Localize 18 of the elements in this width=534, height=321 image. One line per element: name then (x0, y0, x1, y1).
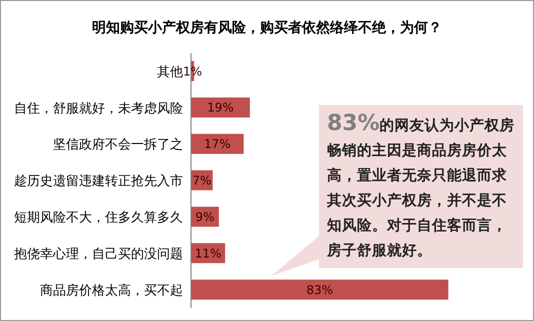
data-label: 17% (204, 137, 231, 152)
y-tick-label: 短期风险不大，住多久算多久 (14, 210, 183, 226)
y-tick-label: 抱侥幸心理，自己买的没问题 (14, 246, 183, 262)
bar (191, 280, 448, 300)
y-tick-label: 其他 (157, 64, 183, 80)
chart-title: 明知购买小产权房有风险，购买者依然络绎不绝，为何？ (91, 19, 443, 37)
data-label: 83% (306, 282, 333, 297)
y-tick-label: 坚信政府不会一拆了之 (53, 136, 183, 153)
y-tick-label: 趁历史遗留违建转正抢先入市 (14, 174, 183, 190)
y-tick-label: 商品房价格太高，买不起 (40, 282, 183, 298)
data-label: 19% (207, 100, 234, 115)
y-tick-label: 自住，舒服就好，未考虑风险 (14, 101, 183, 116)
data-label: 11% (194, 246, 222, 260)
annotation: 83%的网友认为小产权房畅销的主因是商品房房价太高，置业者无奈只能退而求其次买小产权房，并不是不知风险。对于自住客而言，房子舒服就好。 (319, 105, 523, 268)
bar (191, 134, 244, 154)
data-label: 7% (192, 174, 212, 188)
data-label: 9% (195, 210, 214, 224)
bar (191, 97, 250, 118)
